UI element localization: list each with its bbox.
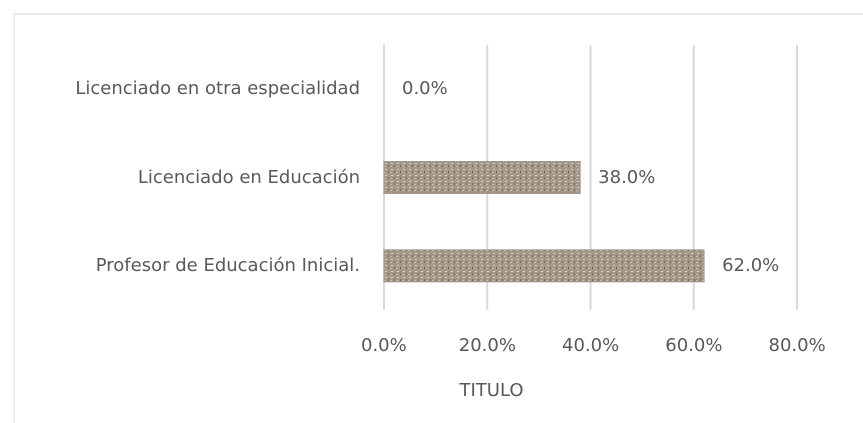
- x-tick-label: 80.0%: [768, 335, 826, 356]
- y-tick-label: Profesor de Educación Inicial.: [95, 254, 360, 276]
- x-tick-label: 40.0%: [562, 335, 620, 356]
- x-axis-title: TITULO: [459, 380, 524, 401]
- x-tick-label: 20.0%: [458, 335, 516, 356]
- y-tick-label: Licenciado en Educación: [137, 166, 360, 188]
- bar: [383, 161, 581, 194]
- data-label: 0.0%: [402, 78, 448, 100]
- y-tick-label: Licenciado en otra especialidad: [75, 78, 360, 100]
- x-tick-label: 60.0%: [665, 335, 723, 356]
- bar: [383, 249, 705, 283]
- data-label: 38.0%: [598, 166, 656, 188]
- x-tick-label: 0.0%: [361, 335, 407, 356]
- data-label: 62.0%: [722, 254, 780, 276]
- chart-border: [13, 13, 863, 423]
